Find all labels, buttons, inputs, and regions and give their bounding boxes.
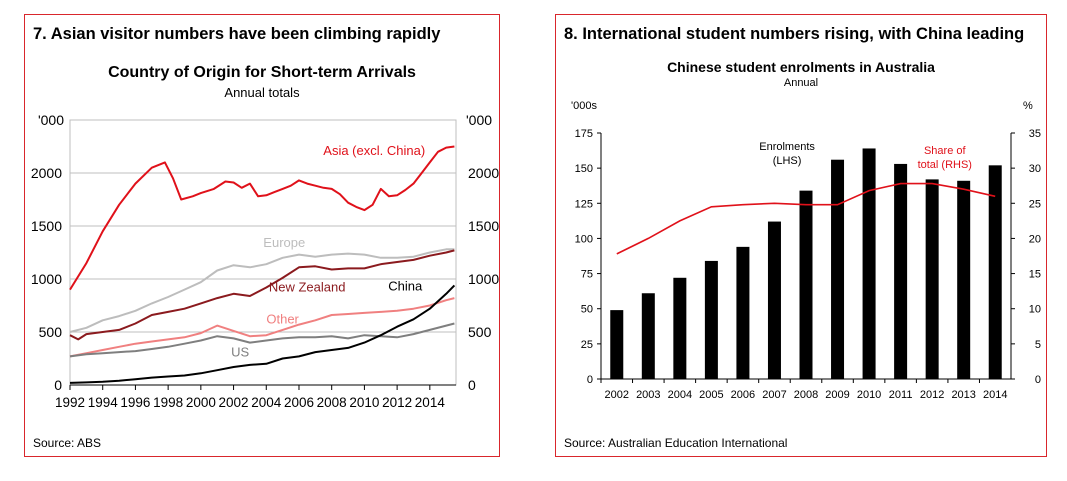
right-tick-label: 25 [1029,198,1041,210]
series-label: New Zealand [269,280,346,295]
left-tick-label: 125 [575,198,593,210]
right-tick-label: 20 [1029,233,1041,245]
x-tick-label: 2011 [889,389,913,401]
x-tick-label: 2004 [668,389,692,401]
bar-2011 [894,163,908,379]
panel-title: 8. International student numbers rising,… [564,25,1025,43]
right-tick-label: 30 [1029,163,1041,175]
x-tick-label: 2005 [699,389,723,401]
left-tick-label: 500 [39,324,63,340]
left-tick-label: 1000 [31,271,62,287]
bar-2008 [799,190,813,379]
series-line-us [69,322,455,358]
left-tick-label: 2000 [31,165,62,181]
visitor-chart-panel: 7. Asian visitor numbers have been climb… [24,14,500,457]
source-note: Source: Australian Education Internation… [564,436,788,450]
left-tick-label: 0 [587,374,593,386]
chart-subtitle: Annual totals [224,85,300,100]
panel-title: 7. Asian visitor numbers have been climb… [33,25,441,43]
x-tick-label: 2013 [951,389,975,401]
series-label: Asia (excl. China) [323,143,425,158]
right-unit: '000 [466,112,492,128]
right-unit: % [1023,100,1033,112]
share-line [616,182,996,255]
series-line-europe [69,248,455,333]
left-unit: '000 [38,112,64,128]
series-label: total (RHS) [918,159,972,171]
x-tick-label: 1994 [88,395,119,410]
series-label: Share of [924,145,967,157]
x-tick-label: 2010 [857,389,881,401]
series-label: US [231,344,249,359]
left-tick-label: 0 [54,377,62,393]
chart-title: Chinese student enrolments in Australia [667,59,935,75]
right-tick-label: 500 [468,324,492,340]
bar-2004 [673,277,687,379]
left-tick-label: 75 [581,269,593,281]
series-label: Other [266,312,299,327]
left-unit: '000s [571,100,597,112]
right-tick-label: 0 [468,377,476,393]
x-tick-label: 2008 [794,389,818,401]
x-tick-label: 2004 [251,395,282,410]
series-label: Enrolments [759,141,815,153]
right-tick-label: 0 [1035,374,1041,386]
left-tick-label: 25 [581,339,593,351]
x-tick-label: 1998 [153,395,183,410]
x-tick-label: 2014 [983,389,1007,401]
x-tick-label: 2006 [731,389,755,401]
left-tick-label: 1500 [31,218,62,234]
series-line-china [69,284,456,384]
bar-2003 [641,293,655,379]
bar-2006 [736,246,750,379]
chart-subtitle: Annual [783,77,819,89]
x-tick-label: 2003 [636,389,660,401]
x-tick-label: 2012 [382,395,412,410]
left-tick-label: 50 [581,304,593,316]
series-line-other [69,297,455,358]
left-tick-label: 150 [575,163,593,175]
right-tick-label: 1000 [468,271,499,287]
bar-2014 [988,165,1002,379]
bar-2012 [925,179,939,379]
bar-2007 [767,221,781,379]
x-tick-label: 2007 [762,389,786,401]
x-tick-label: 1992 [55,395,85,410]
source-note: Source: ABS [33,436,102,450]
bar-2005 [704,260,718,379]
bar-2009 [831,159,845,379]
right-tick-label: 1500 [468,218,499,234]
x-tick-label: 2008 [317,395,347,410]
student-bar-chart: '000s % 0 25 50 75 100 125 150 175 0 5 10 15 20 25 30 35 2… [571,100,1041,401]
bar-2002 [610,310,624,379]
x-tick-label: 2010 [349,395,379,410]
series-label: Europe [263,235,305,250]
series-label: China [388,279,423,294]
x-tick-label: 2009 [825,389,849,401]
bar-2010 [862,148,876,379]
visitor-line-chart: 0 0 500 500 1000 1000 1500 1500 2000 2000 '000 '000… [31,112,500,410]
x-tick-label: 2006 [284,395,314,410]
x-tick-label: 1996 [120,395,150,410]
bar-2013 [957,180,971,379]
right-tick-label: 2000 [468,165,499,181]
x-tick-label: 2002 [219,395,249,410]
series-line-asia-excl-china- [69,145,455,291]
chart-title: Country of Origin for Short-term Arrival… [108,64,416,81]
x-tick-label: 2002 [605,389,629,401]
x-tick-label: 2014 [415,395,446,410]
student-chart-panel: 8. International student numbers rising,… [555,14,1047,457]
series-label: (LHS) [773,155,802,167]
right-tick-label: 5 [1035,339,1041,351]
right-tick-label: 15 [1029,269,1041,281]
x-tick-label: 2000 [186,395,216,410]
right-tick-label: 35 [1029,128,1041,140]
x-tick-label: 2012 [920,389,944,401]
left-tick-label: 175 [575,128,593,140]
left-tick-label: 100 [575,233,593,245]
right-tick-label: 10 [1029,304,1041,316]
series-line-new-zealand [69,249,455,341]
